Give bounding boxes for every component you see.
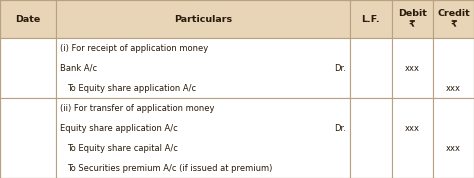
Bar	[56, 38, 350, 98]
Text: L.F.: L.F.	[361, 15, 380, 24]
Text: To Equity share capital A/c: To Equity share capital A/c	[67, 144, 178, 153]
Bar	[350, 98, 392, 178]
Text: xxx: xxx	[405, 124, 419, 133]
Bar	[392, 98, 433, 178]
Text: xxx: xxx	[405, 64, 419, 73]
Bar	[433, 38, 474, 98]
Bar	[56, 98, 350, 178]
Text: (ii) For transfer of application money: (ii) For transfer of application money	[60, 104, 214, 113]
Bar	[0, 38, 56, 98]
Text: (i) For receipt of application money: (i) For receipt of application money	[60, 44, 208, 53]
Text: To Equity share application A/c: To Equity share application A/c	[67, 84, 196, 93]
Bar	[433, 0, 474, 38]
Bar	[0, 0, 56, 38]
Bar	[56, 0, 350, 38]
Bar	[392, 38, 433, 98]
Bar	[350, 38, 392, 98]
Bar	[0, 98, 56, 178]
Text: Particulars: Particulars	[174, 15, 232, 24]
Text: Date: Date	[15, 15, 41, 24]
Text: Dr.: Dr.	[334, 64, 346, 73]
Text: xxx: xxx	[446, 144, 461, 153]
Text: Debit
₹: Debit ₹	[398, 9, 427, 29]
Bar	[433, 98, 474, 178]
Bar	[350, 0, 392, 38]
Text: xxx: xxx	[446, 84, 461, 93]
Text: Equity share application A/c: Equity share application A/c	[60, 124, 177, 133]
Text: Dr.: Dr.	[334, 124, 346, 133]
Text: Bank A/c: Bank A/c	[60, 64, 97, 73]
Text: To Securities premium A/c (if issued at premium): To Securities premium A/c (if issued at …	[67, 164, 273, 172]
Bar	[392, 0, 433, 38]
Text: Credit
₹: Credit ₹	[437, 9, 470, 29]
